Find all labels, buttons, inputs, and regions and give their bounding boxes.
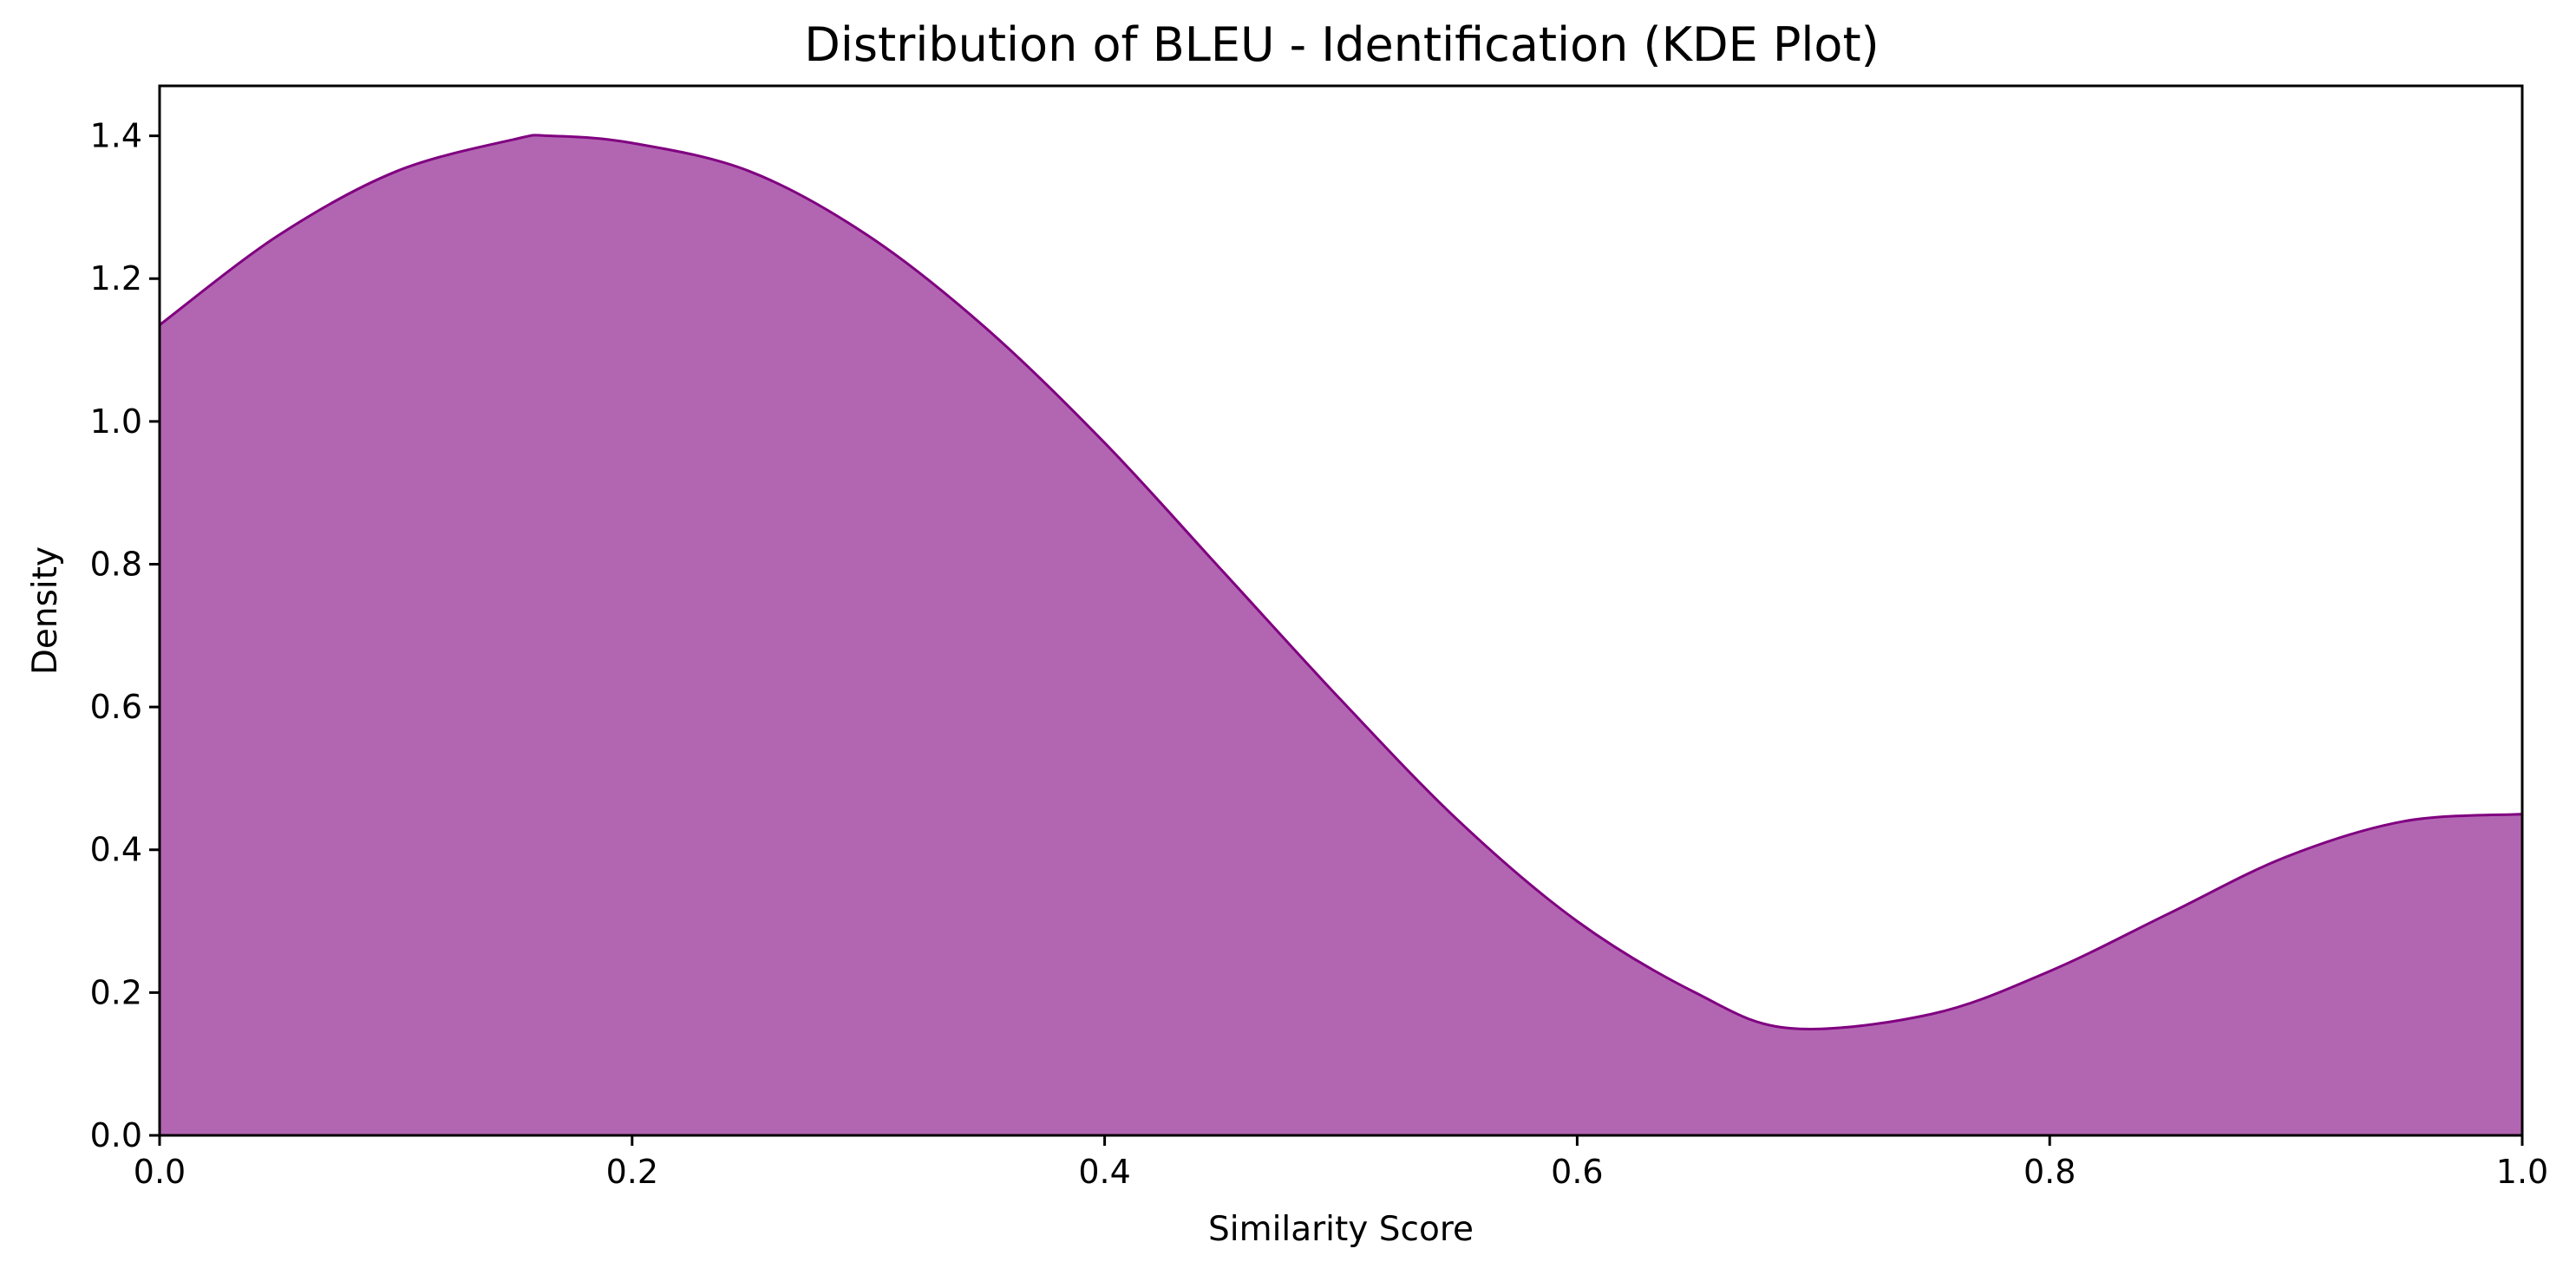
y-tick-label: 0.2 bbox=[90, 973, 142, 1011]
x-tick-label: 0.2 bbox=[606, 1153, 658, 1191]
chart-title: Distribution of BLEU - Identification (K… bbox=[804, 17, 1879, 72]
x-tick-label: 0.0 bbox=[134, 1153, 186, 1191]
y-tick-label: 1.2 bbox=[90, 259, 142, 298]
y-tick-label: 0.4 bbox=[90, 831, 142, 869]
x-tick-label: 1.0 bbox=[2496, 1153, 2548, 1191]
x-tick-label: 0.4 bbox=[1078, 1153, 1130, 1191]
x-tick-label: 0.8 bbox=[2024, 1153, 2076, 1191]
x-axis-label: Similarity Score bbox=[1208, 1210, 1474, 1249]
y-tick-label: 1.0 bbox=[90, 402, 142, 441]
kde-density-area bbox=[160, 134, 2522, 1135]
kde-density-line bbox=[159, 134, 2523, 1030]
y-tick-label: 1.4 bbox=[90, 117, 142, 155]
y-tick-label: 0.8 bbox=[90, 545, 142, 583]
y-tick-label: 0.6 bbox=[90, 688, 142, 726]
plot-area bbox=[159, 134, 2523, 1135]
x-axis-ticks: 0.0 0.2 0.4 0.6 0.8 1.0 bbox=[134, 1135, 2548, 1191]
plot-frame bbox=[158, 84, 2524, 1137]
y-axis-ticks: 0.0 0.2 0.4 0.6 0.8 1.0 1.2 1.4 bbox=[90, 117, 160, 1154]
y-tick-label: 0.0 bbox=[90, 1116, 142, 1154]
y-axis-label: Density bbox=[26, 546, 65, 675]
x-tick-label: 0.6 bbox=[1551, 1153, 1603, 1191]
